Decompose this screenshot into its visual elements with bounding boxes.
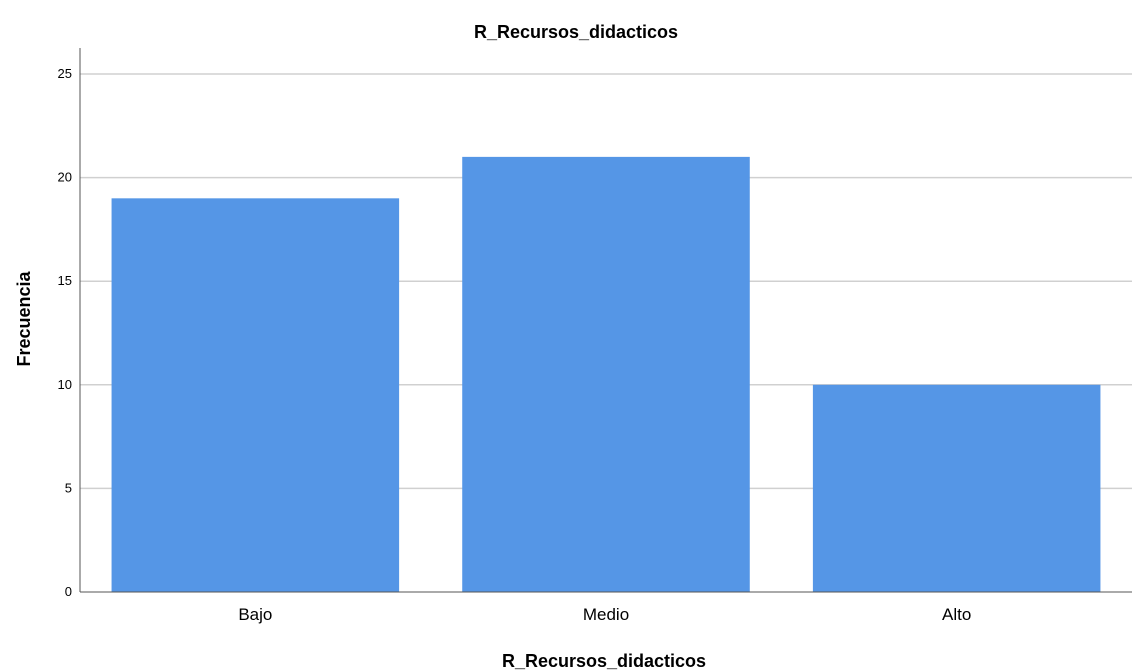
y-tick-label-20: 20 xyxy=(58,170,72,185)
y-axis-title: Frecuencia xyxy=(14,270,34,366)
x-axis-title: R_Recursos_didacticos xyxy=(502,651,706,671)
y-tick-label-0: 0 xyxy=(65,584,72,599)
x-tick-label-bajo: Bajo xyxy=(238,605,272,624)
y-tick-label-10: 10 xyxy=(58,377,72,392)
axes xyxy=(79,48,1132,593)
x-tick-labels: Bajo Medio Alto xyxy=(238,605,971,624)
bars xyxy=(111,156,1101,592)
y-tick-label-15: 15 xyxy=(58,273,72,288)
bar-alto xyxy=(812,384,1101,592)
y-tick-label-25: 25 xyxy=(58,66,72,81)
y-tick-label-5: 5 xyxy=(65,480,72,495)
bar-bajo xyxy=(111,198,400,592)
y-tick-labels: 0 5 10 15 20 25 xyxy=(58,66,72,599)
x-tick-label-alto: Alto xyxy=(942,605,971,624)
chart-title: R_Recursos_didacticos xyxy=(474,22,678,42)
bar-medio xyxy=(462,156,750,592)
x-tick-label-medio: Medio xyxy=(583,605,629,624)
